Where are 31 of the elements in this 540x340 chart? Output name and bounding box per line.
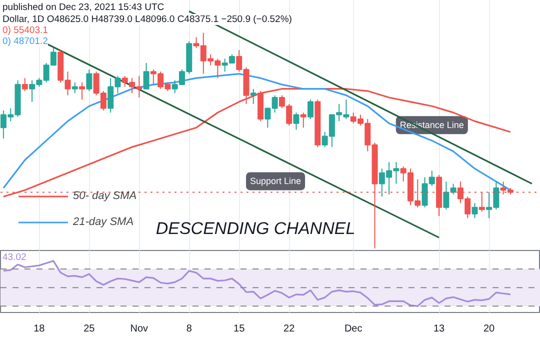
candlestick [450, 183, 456, 195]
x-tick-label: 15 [234, 324, 246, 334]
candlestick [443, 181, 450, 210]
candlestick [86, 68, 92, 92]
x-tick-label: 25 [84, 324, 96, 334]
legend-label: 21-day SMA [73, 216, 134, 228]
candlestick [472, 202, 478, 219]
x-tick-label: Nov [130, 324, 148, 334]
legend-label: 50- day SMA [73, 190, 137, 202]
annotation: DESCENDING CHANNEL [156, 219, 356, 238]
candlestick [300, 112, 306, 128]
candlestick [79, 82, 86, 100]
candlestick [22, 78, 28, 92]
x-tick-label: 8 [186, 324, 192, 334]
annotation: Resistance Line [400, 120, 464, 130]
candlestick [250, 88, 256, 104]
annotation: 0) 48701.2 [2, 36, 48, 47]
candlestick [308, 99, 314, 120]
x-tick-label: 13 [433, 324, 446, 334]
annotation: 43.02 [2, 252, 26, 263]
x-tick-label: 20 [483, 324, 496, 334]
annotation: 0) 55403.1 [2, 25, 48, 36]
x-tick-label: 18 [34, 324, 46, 334]
candlestick [143, 62, 150, 90]
candlestick [293, 112, 300, 130]
candlestick [72, 82, 78, 94]
text: published on Dec 23, 2021 15:43 UTC [2, 2, 164, 13]
text: Dollar, 1D O48625.0 H48739.0 L48096.0 C48375.1 −250.9 (−0.52%) [2, 14, 292, 25]
x-tick-label: 22 [284, 324, 296, 334]
x-tick-label: Dec [344, 324, 362, 334]
annotation: Support Line [250, 176, 302, 186]
